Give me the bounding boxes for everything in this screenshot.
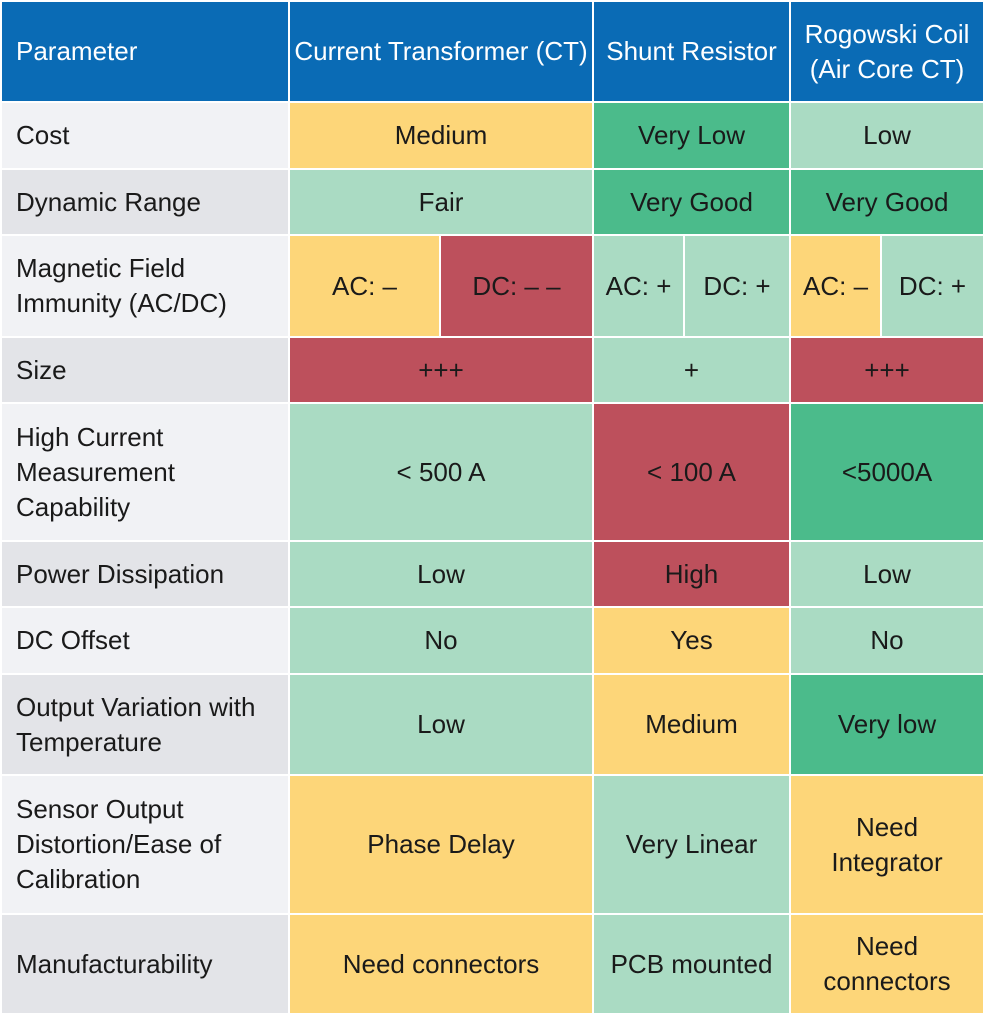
cell-ct-power-dissipation: Low (287, 540, 595, 608)
table-row: Size +++ + +++ (0, 336, 983, 404)
table-row: Dynamic Range Fair Very Good Very Good (0, 168, 983, 236)
table-row: Power Dissipation Low High Low (0, 540, 983, 608)
cell-shunt-dc-immunity: DC: + (683, 234, 792, 338)
row-label-sensor-output-distortion: Sensor Output Distortion/Ease of Calibra… (0, 774, 290, 915)
table-row: Output Variation with Temperature Low Me… (0, 673, 983, 776)
table-row: Sensor Output Distortion/Ease of Calibra… (0, 774, 983, 915)
cell-shunt-output-variation: Medium (592, 673, 792, 776)
cell-shunt-size: + (592, 336, 792, 404)
row-label-output-variation: Output Variation with Temperature (0, 673, 290, 776)
cell-ct-dc-offset: No (287, 606, 595, 675)
cell-shunt-cost: Very Low (592, 101, 792, 170)
cell-ct-dc-immunity: DC: – – (438, 234, 595, 338)
cell-rogowski-manufacturability: Need connectors (789, 913, 983, 1015)
row-label-size: Size (0, 336, 290, 404)
cell-shunt-manufacturability: PCB mounted (592, 913, 792, 1015)
cell-rogowski-ac-immunity: AC: – (789, 234, 883, 338)
cell-ct-manufacturability: Need connectors (287, 913, 595, 1015)
cell-rogowski-power-dissipation: Low (789, 540, 983, 608)
cell-rogowski-cost: Low (789, 101, 983, 170)
header-shunt-resistor: Shunt Resistor (592, 0, 792, 103)
row-label-manufacturability: Manufacturability (0, 913, 290, 1015)
cell-ct-dynamic-range: Fair (287, 168, 595, 236)
cell-rogowski-dc-offset: No (789, 606, 983, 675)
row-label-high-current: High Current Measurement Capability (0, 402, 290, 542)
cell-ct-output-variation: Low (287, 673, 595, 776)
row-label-magnetic-field-immunity: Magnetic Field Immunity (AC/DC) (0, 234, 290, 338)
cell-shunt-ac-immunity: AC: + (592, 234, 686, 338)
table-row: High Current Measurement Capability < 50… (0, 402, 983, 542)
cell-ct-size: +++ (287, 336, 595, 404)
cell-shunt-power-dissipation: High (592, 540, 792, 608)
row-label-dc-offset: DC Offset (0, 606, 290, 675)
cell-rogowski-dynamic-range: Very Good (789, 168, 983, 236)
row-label-power-dissipation: Power Dissipation (0, 540, 290, 608)
cell-shunt-dynamic-range: Very Good (592, 168, 792, 236)
row-label-dynamic-range: Dynamic Range (0, 168, 290, 236)
table-row: Cost Medium Very Low Low (0, 101, 983, 170)
header-row: Parameter Current Transformer (CT) Shunt… (0, 0, 983, 103)
cell-rogowski-dc-immunity: DC: + (880, 234, 983, 338)
cell-shunt-sensor-output: Very Linear (592, 774, 792, 915)
row-label-cost: Cost (0, 101, 290, 170)
header-parameter: Parameter (0, 0, 290, 103)
cell-ct-ac-immunity: AC: – (288, 234, 441, 338)
table-row: Magnetic Field Immunity (AC/DC) AC: – DC… (0, 234, 983, 338)
cell-shunt-high-current: < 100 A (592, 402, 792, 542)
cell-rogowski-size: +++ (789, 336, 983, 404)
table-row: DC Offset No Yes No (0, 606, 983, 675)
cell-shunt-dc-offset: Yes (592, 606, 792, 675)
cell-ct-high-current: < 500 A (287, 402, 595, 542)
cell-rogowski-high-current: <5000A (789, 402, 983, 542)
table-row: Manufacturability Need connectors PCB mo… (0, 913, 983, 1015)
header-rogowski-coil: Rogowski Coil (Air Core CT) (789, 0, 983, 103)
cell-ct-cost: Medium (287, 101, 595, 170)
cell-ct-sensor-output: Phase Delay (287, 774, 595, 915)
cell-rogowski-output-variation: Very low (789, 673, 983, 776)
cell-rogowski-sensor-output: Need Integrator (789, 774, 983, 915)
header-current-transformer: Current Transformer (CT) (287, 0, 595, 103)
